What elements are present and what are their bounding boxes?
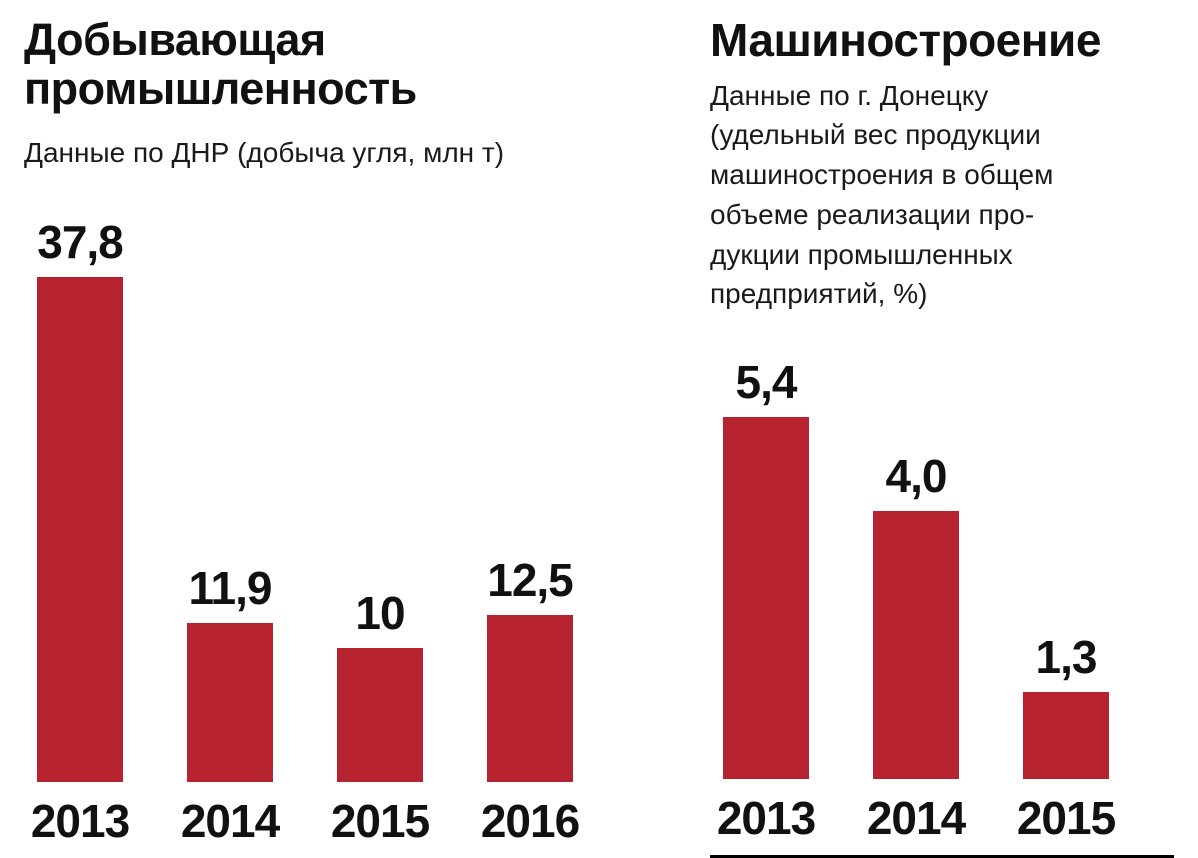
bar-2013 — [723, 417, 809, 779]
bar-category-label: 2014 — [180, 795, 280, 847]
bar-value-label: 4,0 — [885, 450, 948, 502]
bar-group-2014: 4,0 2014 — [860, 453, 972, 841]
bar-2014 — [187, 623, 273, 782]
bar-plot-machine-building: 5,4 2013 4,0 2014 1,3 2015 — [710, 359, 1174, 841]
chart-title-machine-building: Машиностроение — [710, 14, 1101, 66]
bar-category-label: 2013 — [716, 792, 816, 844]
bar-value-label: 12,5 — [487, 554, 574, 606]
bar-group-2013: 37,8 2013 — [24, 219, 136, 844]
bar-2016 — [487, 615, 573, 782]
chart-title-mining: Добывающая промышленность — [24, 14, 417, 114]
bar-category-label: 2014 — [866, 792, 966, 844]
bar-group-2013: 5,4 2013 — [710, 359, 822, 841]
bar-category-label: 2015 — [330, 795, 430, 847]
bar-value-label: 10 — [355, 587, 405, 639]
bar-plot-mining: 37,8 2013 11,9 2014 10 2015 12,5 2016 — [24, 219, 644, 844]
bar-value-label: 5,4 — [735, 356, 798, 408]
bar-2015 — [337, 648, 423, 782]
bar-group-2016: 12,5 2016 — [474, 557, 586, 844]
bar-group-2014: 11,9 2014 — [174, 565, 286, 844]
chart-subtitle-mining: Данные по ДНР (добыча угля, млн т) — [24, 137, 505, 169]
bar-category-label: 2015 — [1016, 792, 1116, 844]
chart-mining-industry: Добывающая промышленность Данные по ДНР … — [24, 14, 644, 858]
bar-2013 — [37, 277, 123, 782]
bar-value-label: 37,8 — [37, 216, 124, 268]
bar-category-label: 2013 — [30, 795, 130, 847]
bar-2014 — [873, 511, 959, 779]
bar-value-label: 11,9 — [188, 562, 273, 614]
chart-subtitle-machine-building: Данные по г. Донецку (удельный вес проду… — [710, 79, 1054, 310]
bar-category-label: 2016 — [480, 795, 580, 847]
chart-machine-building: Машиностроение Данные по г. Донецку (уде… — [710, 14, 1174, 858]
bar-group-2015: 1,3 2015 — [1010, 634, 1122, 841]
bar-value-label: 1,3 — [1035, 631, 1098, 683]
bar-2015 — [1023, 692, 1109, 779]
bar-group-2015: 10 2015 — [324, 590, 436, 844]
